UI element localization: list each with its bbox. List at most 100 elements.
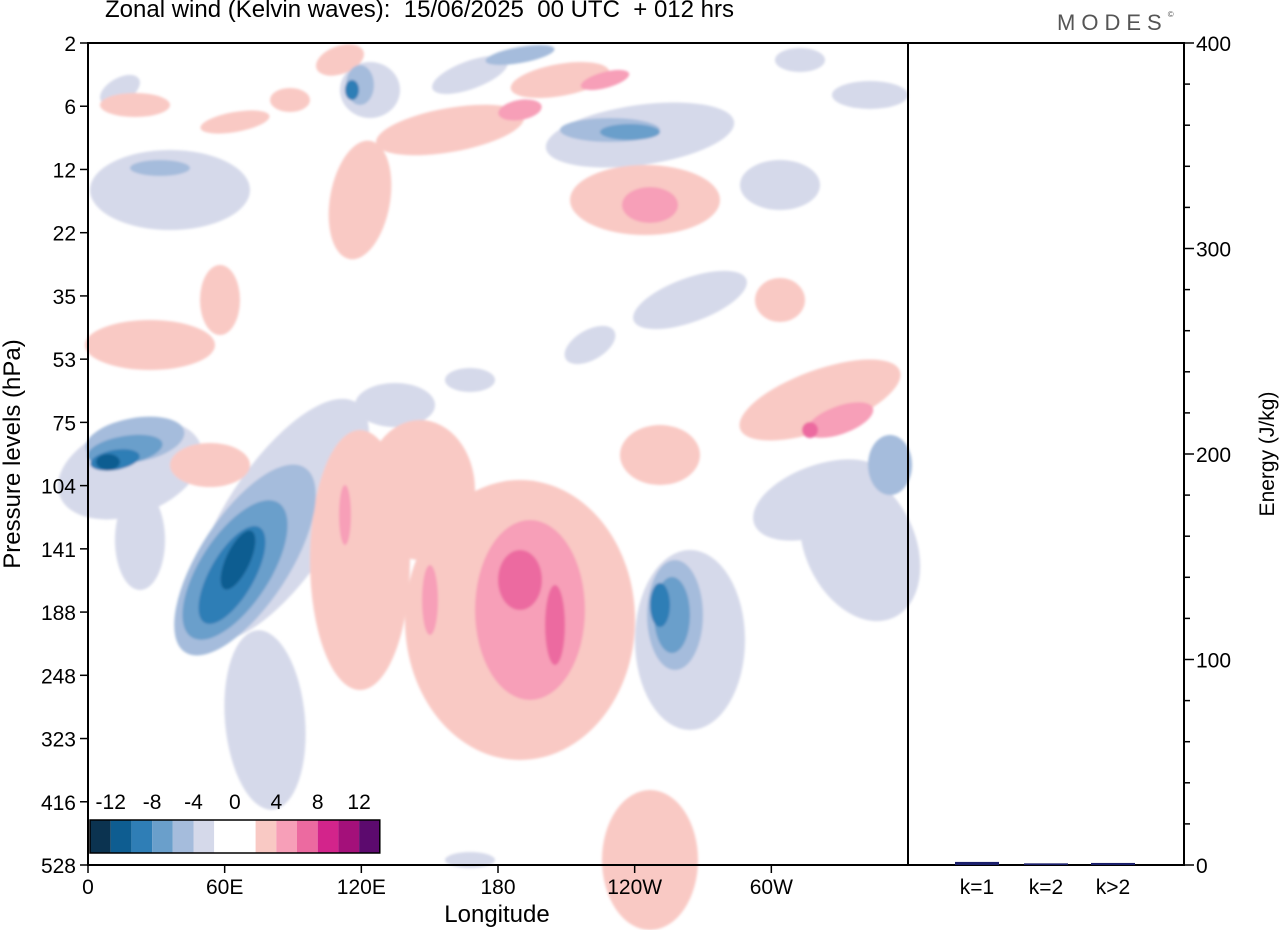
colorbar-label: -4 [184, 791, 203, 814]
y-tick-label: 12 [53, 159, 76, 182]
contour-positive-weak [739, 359, 901, 441]
colorbar-swatch [152, 820, 173, 853]
contour-positive-strong [802, 422, 818, 438]
contour-negative-moderate [600, 124, 660, 140]
colorbar-swatch [234, 820, 256, 853]
contour-positive-weak [755, 278, 805, 322]
contour-positive-weak [620, 425, 700, 485]
colorbar-label: -12 [96, 791, 126, 814]
contour-positive-moderate [498, 99, 542, 121]
colorbar-swatch [131, 820, 153, 853]
colorbar-label: 0 [229, 791, 241, 814]
y-axis-label: Pressure levels (hPa) [0, 339, 26, 568]
y-tick-label: 75 [53, 412, 76, 435]
colorbar-label: 12 [347, 791, 370, 814]
contour-negative-moderate [868, 435, 912, 495]
energy-bars: k=1 k=2 k>2 [955, 861, 1135, 899]
contour-positive-weak [200, 265, 240, 335]
colorbar-swatch [90, 820, 111, 853]
contour-positive-weak [200, 110, 270, 134]
colorbar: -12 -8 -4 0 4 8 12 [89, 791, 381, 854]
energy-tick-label: 200 [1196, 444, 1231, 467]
x-axis: 0 60E 120E 180 120W 60W [82, 865, 793, 899]
y-tick-label: 323 [41, 729, 76, 752]
energy-bar-label: k>2 [1096, 876, 1130, 899]
contour-negative-strong [650, 583, 670, 627]
colorbar-swatch [193, 820, 215, 853]
bar-panel-frame [907, 42, 1185, 866]
contour-negative-weak [224, 630, 306, 810]
contour-negative-weak [90, 150, 250, 230]
chart-title: Zonal wind (Kelvin waves): 15/06/2025 00… [105, 0, 734, 23]
colorbar-swatch [297, 820, 318, 853]
y-tick-label: 22 [53, 223, 76, 246]
contour-positive-moderate [580, 69, 630, 91]
contour-negative-strong [345, 80, 359, 100]
y-tick-label: 6 [64, 96, 76, 119]
contour-negative-moderate [485, 45, 555, 65]
y-tick-label: 2 [64, 33, 76, 56]
colorbar-label: 8 [312, 791, 324, 814]
x-tick-label: 60W [750, 876, 793, 899]
energy-bar [955, 861, 999, 865]
contour-negative-weak [115, 490, 165, 590]
contour-negative-weak [740, 160, 820, 210]
energy-axis-label: Energy (J/kg) [1256, 392, 1279, 517]
x-axis-label: Longitude [444, 901, 549, 928]
y-tick-label: 248 [41, 665, 76, 688]
y-tick-label: 416 [41, 792, 76, 815]
brand-logo: MODES© [1057, 10, 1174, 36]
contour-positive-moderate [475, 520, 585, 700]
colorbar-swatch [110, 820, 132, 853]
contour-positive-weak [170, 443, 250, 487]
energy-tick-label: 0 [1196, 855, 1208, 878]
contour-positive-weak [316, 44, 364, 76]
y-tick-label: 528 [41, 855, 76, 878]
energy-bar-label: k=2 [1029, 876, 1063, 899]
contour-positive-moderate [339, 485, 351, 545]
energy-tick-label: 300 [1196, 239, 1231, 262]
heatmap-contours [57, 44, 921, 930]
contour-positive-weak [376, 104, 524, 156]
brand-mark: © [1167, 10, 1174, 19]
y-tick-label: 35 [53, 286, 76, 309]
contour-negative-weak [775, 48, 825, 72]
contour-positive-moderate [806, 402, 874, 438]
contour-negative-weak [832, 81, 908, 109]
contour-negative-moderate [130, 160, 190, 176]
contour-negative-weak [432, 56, 508, 94]
x-tick-label: 120E [337, 876, 386, 899]
contour-negative-strong [220, 530, 256, 590]
contour-negative-weak [445, 368, 495, 392]
contour-positive-strong [545, 585, 565, 665]
energy-bar-label: k=1 [960, 876, 994, 899]
colorbar-outline [89, 819, 381, 854]
y-tick-label: 188 [41, 602, 76, 625]
contour-positive-weak [602, 790, 698, 930]
contour-negative-weak [564, 325, 616, 365]
contour-positive-moderate [622, 187, 678, 223]
contour-positive-weak [85, 320, 215, 370]
colorbar-swatch [276, 820, 297, 853]
colorbar-swatch [338, 820, 360, 853]
contour-negative-strong [96, 454, 120, 470]
energy-tick-label: 100 [1196, 650, 1231, 673]
brand-name: MODES [1057, 10, 1168, 35]
x-tick-label: 60E [206, 876, 243, 899]
colorbar-swatch [172, 820, 194, 853]
contour-negative-weak [633, 270, 747, 330]
x-tick-label: 180 [480, 876, 515, 899]
energy-axis: 0 100 200 300 400 [1184, 33, 1231, 878]
energy-tick-label: 400 [1196, 33, 1231, 56]
contour-negative-weak [355, 383, 435, 427]
y-tick-label: 141 [41, 539, 76, 562]
contour-positive-weak [328, 140, 392, 260]
contour-positive-weak [270, 88, 310, 112]
colorbar-label: -8 [143, 791, 162, 814]
energy-bar [1091, 862, 1135, 865]
energy-bar [1024, 863, 1068, 865]
contour-positive-moderate [422, 565, 438, 635]
colorbar-swatch [255, 820, 277, 853]
y-tick-label: 104 [41, 476, 76, 499]
